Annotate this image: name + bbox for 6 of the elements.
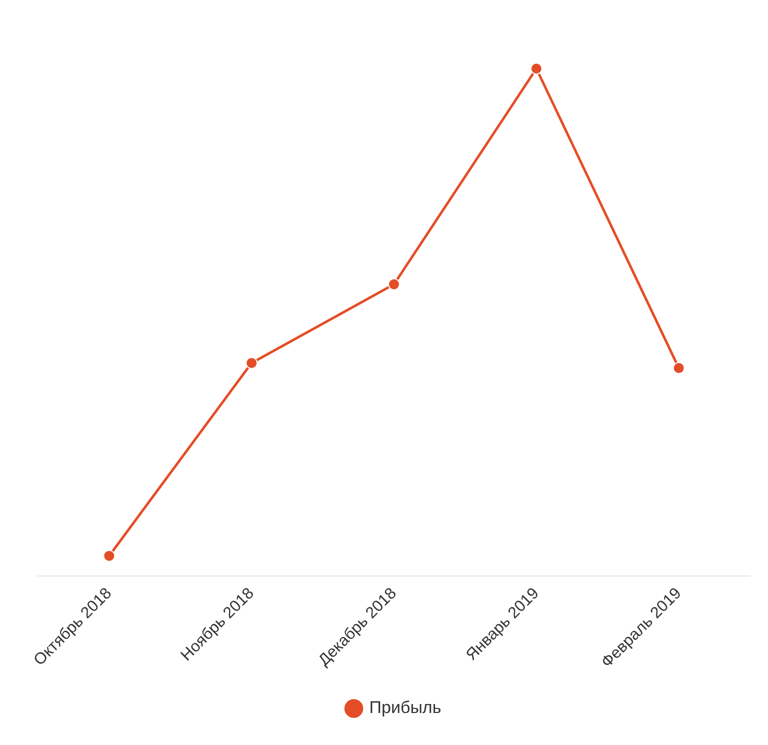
point — [672, 362, 685, 374]
point — [246, 356, 258, 369]
legend-label: Прибыль — [369, 698, 442, 718]
point — [388, 278, 400, 290]
point — [103, 550, 116, 562]
point — [530, 62, 542, 75]
